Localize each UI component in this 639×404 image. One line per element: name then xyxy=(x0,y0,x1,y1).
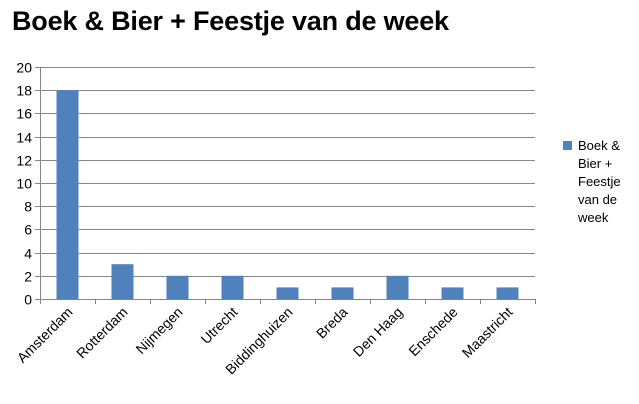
y-tick-label: 12 xyxy=(16,153,32,169)
bar xyxy=(331,287,354,299)
bar xyxy=(166,275,189,299)
x-tick-label: Maastricht xyxy=(459,304,516,361)
x-tick-label: Nijmegen xyxy=(132,304,185,357)
x-tick-label: Rotterdam xyxy=(73,304,131,362)
bar xyxy=(276,287,299,299)
y-tick-label: 14 xyxy=(16,130,32,146)
y-tick-label: 6 xyxy=(24,222,32,238)
bar xyxy=(386,275,409,299)
bar xyxy=(111,264,134,299)
y-tick-label: 8 xyxy=(24,199,32,215)
x-tick-label: Den Haag xyxy=(350,304,406,360)
chart-title: Boek & Bier + Feestje van de week xyxy=(12,6,449,36)
x-tick-label: Enschede xyxy=(405,304,460,359)
bar xyxy=(441,287,464,299)
bar xyxy=(221,275,244,299)
y-tick-label: 18 xyxy=(16,83,32,99)
legend: Boek & Bier + Feestje van de week xyxy=(563,137,635,227)
y-tick-label: 20 xyxy=(16,60,32,76)
y-tick-label: 0 xyxy=(24,292,32,308)
legend-label: Boek & Bier + Feestje van de week xyxy=(578,138,621,225)
y-tick-label: 10 xyxy=(16,176,32,192)
bar xyxy=(496,287,519,299)
y-tick-label: 2 xyxy=(24,269,32,285)
bar xyxy=(56,90,79,299)
y-tick-label: 16 xyxy=(16,106,32,122)
y-tick-label: 4 xyxy=(24,246,32,262)
x-tick-label: Utrecht xyxy=(197,304,240,347)
legend-swatch xyxy=(563,141,572,150)
x-tick-label: Breda xyxy=(313,304,351,342)
x-tick-label: Amsterdam xyxy=(14,304,76,366)
